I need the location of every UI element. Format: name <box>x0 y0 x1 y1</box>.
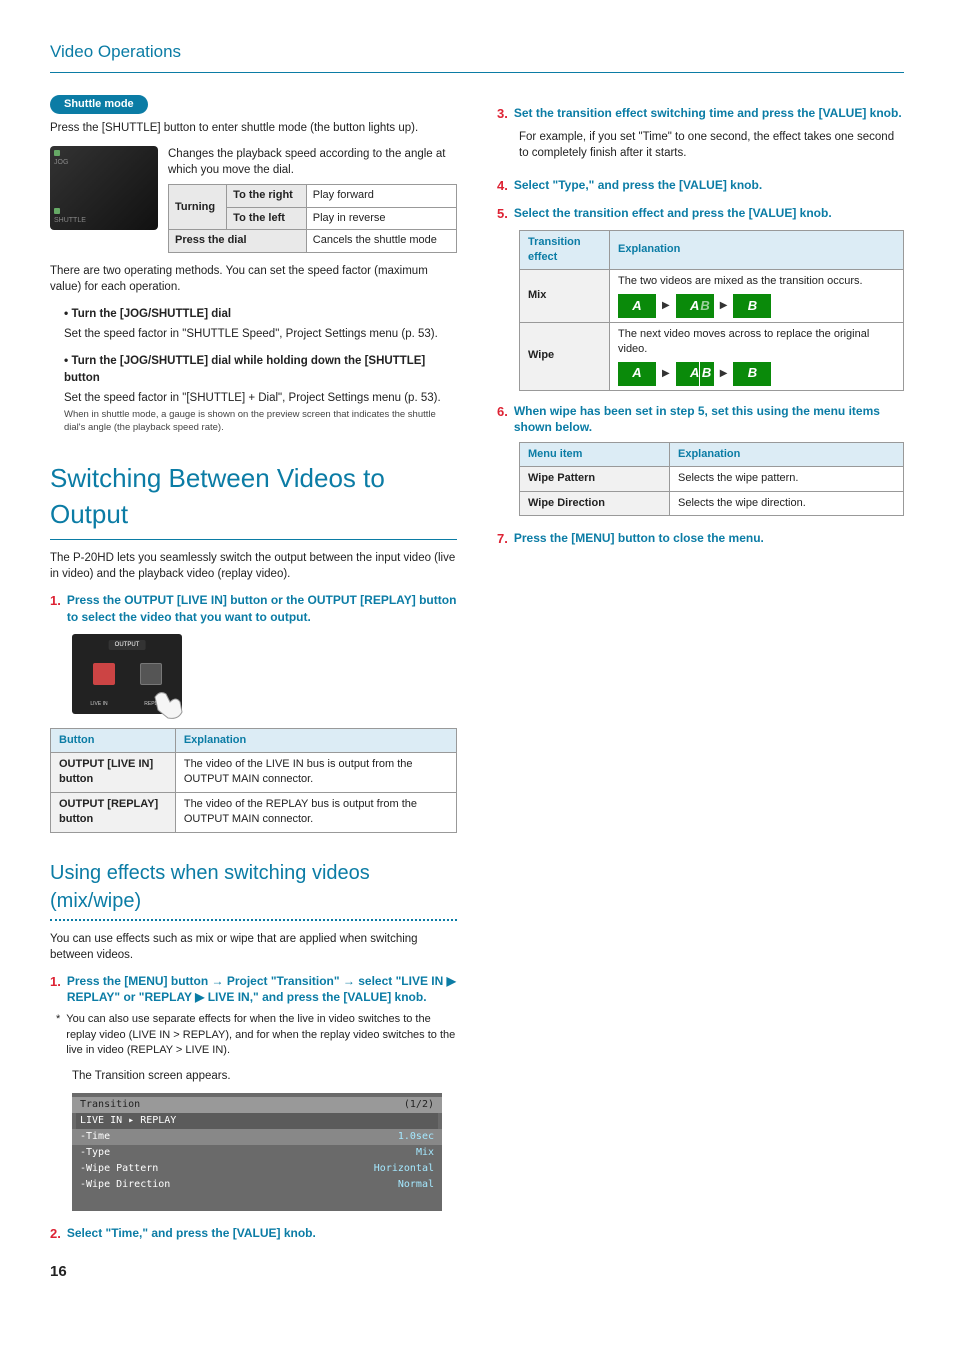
mix-explanation: The two videos are mixed as the transiti… <box>618 274 895 289</box>
dotted-separator <box>50 919 457 921</box>
wipe-sequence: A▶ AB▶ B <box>618 362 895 386</box>
table-row: Wipe Direction <box>520 491 670 515</box>
bullet-dot: • <box>64 306 72 320</box>
effects-title: Using effects when switching videos (mix… <box>50 859 457 917</box>
effects-appears: The Transition screen appears. <box>72 1068 457 1084</box>
table-row: Wipe Pattern <box>520 467 670 491</box>
right-step6: When wipe has been set in step 5, set th… <box>514 403 904 437</box>
shuttle-intro: Press the [SHUTTLE] button to enter shut… <box>50 120 457 136</box>
wipe-menu-table: Menu itemExplanation Wipe PatternSelects… <box>519 442 904 516</box>
bullet-body-0: Set the speed factor in "SHUTTLE Speed",… <box>64 326 457 342</box>
bullet-head-0: Turn the [JOG/SHUTTLE] dial <box>72 308 232 320</box>
button-explain-table: ButtonExplanation OUTPUT [LIVE IN] butto… <box>50 728 457 833</box>
shuttle-dial-thumb: JOG SHUTTLE <box>50 146 158 230</box>
step-number: 7. <box>497 530 508 548</box>
right-step7: Press the [MENU] button to close the men… <box>514 530 764 547</box>
effects-note: You can also use separate effects for wh… <box>66 1012 457 1058</box>
effects-step2: Select "Time," and press the [VALUE] kno… <box>67 1225 316 1242</box>
step-number: 4. <box>497 177 508 195</box>
effects-intro: You can use effects such as mix or wipe … <box>50 931 457 963</box>
mix-sequence: A▶ AB▶ B <box>618 294 895 318</box>
switching-title: Switching Between Videos to Output <box>50 460 457 540</box>
transition-menu-screen: Transition(1/2) LIVE IN ▸ REPLAY -Time1.… <box>72 1093 442 1211</box>
bullet-body-1: Set the speed factor in "[SHUTTLE] + Dia… <box>64 390 457 406</box>
transition-effect-table: Transition effectExplanation Mix The two… <box>519 230 904 391</box>
bullet-head-1: Turn the [JOG/SHUTTLE] dial while holdin… <box>64 355 425 384</box>
switching-step1: Press the OUTPUT [LIVE IN] button or the… <box>67 592 457 626</box>
right-step3-body: For example, if you set "Time" to one se… <box>519 129 904 161</box>
step-number: 5. <box>497 205 508 223</box>
output-buttons-thumb: OUTPUT LIVE INREPLAY <box>72 634 182 714</box>
page-number: 16 <box>50 1261 457 1282</box>
shuttle-desc: Changes the playback speed according to … <box>168 146 457 178</box>
table-row: Wipe <box>520 322 610 390</box>
right-step5: Select the transition effect and press t… <box>514 205 832 222</box>
table-row: OUTPUT [LIVE IN] button <box>51 752 176 792</box>
shuttle-below: There are two operating methods. You can… <box>50 263 457 295</box>
bullet-dot: • <box>64 353 72 367</box>
step-number: 2. <box>50 1225 61 1243</box>
step-number: 1. <box>50 973 61 991</box>
step-number: 1. <box>50 592 61 610</box>
switching-intro: The P-20HD lets you seamlessly switch th… <box>50 550 457 582</box>
step-number: 6. <box>497 403 508 421</box>
asterisk-icon: * <box>56 1012 60 1058</box>
right-step3: Set the transition effect switching time… <box>514 105 902 122</box>
bullet-note-1: When in shuttle mode, a gauge is shown o… <box>64 409 457 434</box>
page-header: Video Operations <box>50 40 904 73</box>
step-number: 3. <box>497 105 508 123</box>
table-row: OUTPUT [REPLAY] button <box>51 792 176 832</box>
shuttle-ops-table: Turning To the right Play forward To the… <box>168 184 457 252</box>
table-row: Mix <box>520 270 610 322</box>
wipe-explanation: The next video moves across to replace t… <box>618 327 895 358</box>
hand-cursor-icon <box>150 682 192 724</box>
right-step4: Select "Type," and press the [VALUE] kno… <box>514 177 762 194</box>
shuttle-mode-pill: Shuttle mode <box>50 95 148 114</box>
effects-step1: Press the [MENU] button → Project "Trans… <box>67 973 457 1007</box>
